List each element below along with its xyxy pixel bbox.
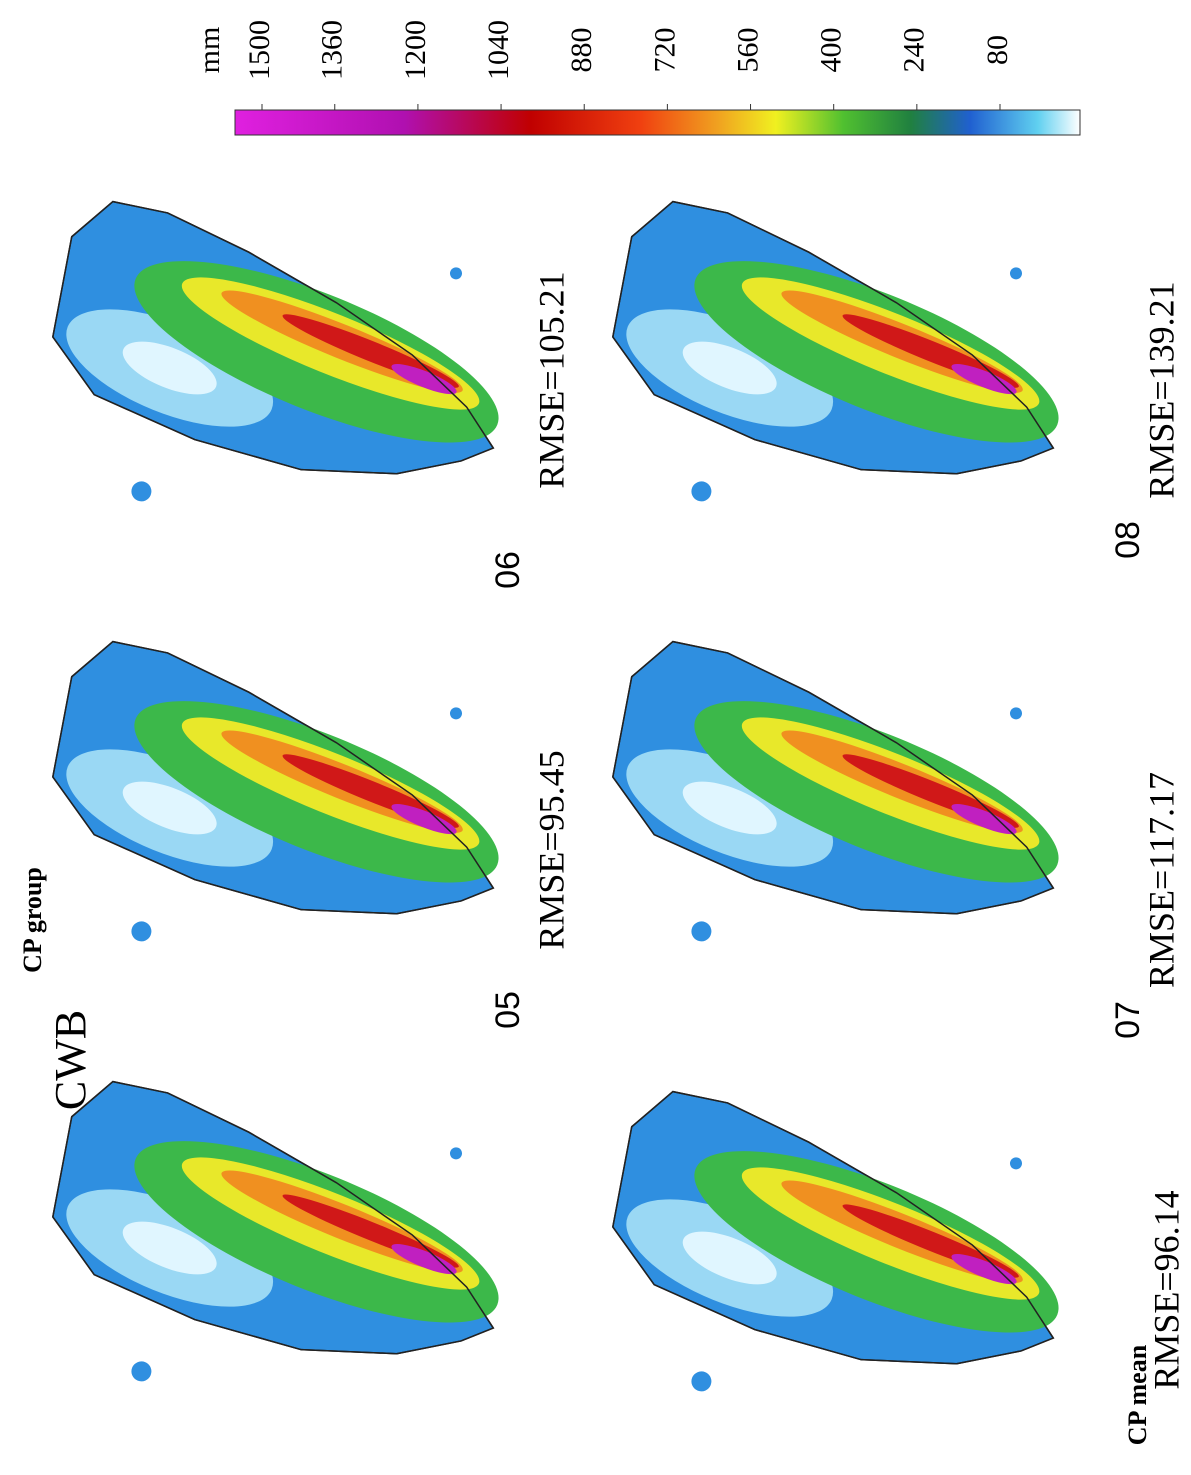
rmse-label: RMSE=105.21 <box>531 271 571 488</box>
rainfall-map <box>549 569 1111 1057</box>
colorbar-tick-label: 1360 <box>316 20 349 80</box>
member-label: 05 <box>489 991 527 1029</box>
member-label: 08 <box>1109 521 1147 559</box>
member-label: 07 <box>1109 1001 1147 1039</box>
rainfall-map <box>549 1019 1111 1475</box>
rmse-label: RMSE=117.17 <box>1141 772 1181 988</box>
islet <box>448 266 464 282</box>
panel-title: CWB <box>46 1010 95 1110</box>
rainfall-map <box>0 569 551 1057</box>
colorbar-tick-label: 80 <box>981 35 1014 65</box>
colorbar <box>235 110 1080 135</box>
rmse-label: RMSE=139.21 <box>1141 281 1181 498</box>
islet <box>688 918 714 944</box>
figure: mm 1500 1360 1200 1040 880 720 560 400 240 80 CWB C… <box>0 0 1191 1475</box>
rainfall-map <box>0 129 551 617</box>
islet <box>448 1146 464 1162</box>
islet <box>448 706 464 722</box>
islet <box>1008 266 1024 282</box>
islet <box>1008 706 1024 722</box>
colorbar-tick-label: 1500 <box>243 20 276 80</box>
islet <box>688 478 714 504</box>
islet <box>128 478 154 504</box>
colorbar-tick-label: 400 <box>815 28 848 73</box>
colorbar-tick-label: 1200 <box>399 20 432 80</box>
colorbar-tick-label: 1040 <box>482 20 515 80</box>
colorbar-tick-label: 560 <box>731 28 764 73</box>
rmse-label: RMSE=96.14 <box>1146 1190 1186 1389</box>
member-label: 06 <box>489 551 527 589</box>
islet <box>1008 1156 1024 1172</box>
colorbar-tick-label: 720 <box>648 28 681 73</box>
islet <box>128 1358 154 1384</box>
colorbar-unit: mm <box>193 27 226 74</box>
islet <box>128 918 154 944</box>
colorbar-tick-label: 880 <box>565 28 598 73</box>
rainfall-map <box>549 129 1111 617</box>
panel-title: CP group <box>18 867 47 973</box>
rmse-label: RMSE=95.45 <box>531 750 571 949</box>
islet <box>688 1368 714 1394</box>
colorbar-tick-label: 240 <box>898 28 931 73</box>
